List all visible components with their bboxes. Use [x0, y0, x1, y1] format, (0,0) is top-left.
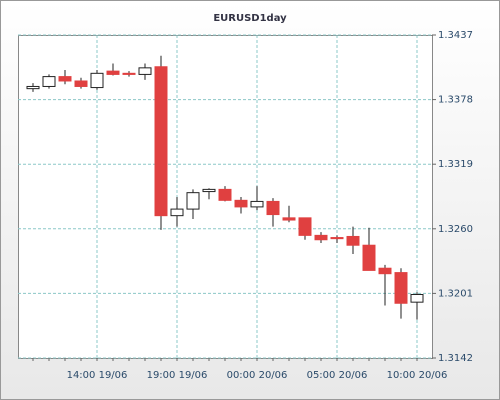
y-tick-label: 1.3378 — [438, 95, 473, 106]
candle-body — [202, 188, 216, 193]
candle-body — [170, 208, 184, 217]
chart-title: EURUSD1day — [213, 13, 287, 24]
candle-body — [250, 200, 264, 208]
x-tick-label: 19:00 19/06 — [147, 370, 208, 381]
y-tick-label: 1.3437 — [438, 30, 473, 41]
y-tick-label: 1.3319 — [438, 159, 473, 170]
candle-body — [122, 72, 136, 75]
candle-body — [346, 235, 360, 246]
y-tick-label: 1.3142 — [438, 353, 473, 364]
candle-body — [218, 188, 232, 201]
candle-body — [394, 272, 408, 304]
candle-body — [266, 200, 280, 216]
candle-body — [362, 244, 376, 271]
candle-body — [90, 72, 104, 89]
candle-body — [234, 199, 248, 208]
candle-body — [138, 67, 152, 75]
x-tick-label: 05:00 20/06 — [307, 370, 368, 381]
x-tick-label: 00:00 20/06 — [227, 370, 288, 381]
candle-body — [26, 85, 40, 90]
x-tick-label: 14:00 19/06 — [67, 370, 128, 381]
candle-body — [410, 293, 424, 303]
candle-body — [154, 66, 168, 217]
candle-body — [74, 80, 88, 87]
candle-body — [330, 237, 344, 240]
candle-body — [314, 234, 328, 241]
candle-body — [186, 192, 200, 210]
candle-body — [106, 70, 120, 75]
candle-body — [378, 267, 392, 275]
y-tick-label: 1.3201 — [438, 288, 473, 299]
candle-body — [42, 76, 56, 87]
candle-body — [58, 76, 72, 82]
candle-body — [282, 217, 296, 221]
y-tick-label: 1.3260 — [438, 224, 473, 235]
candle-body — [298, 217, 312, 236]
x-tick-label: 10:00 20/06 — [387, 370, 448, 381]
